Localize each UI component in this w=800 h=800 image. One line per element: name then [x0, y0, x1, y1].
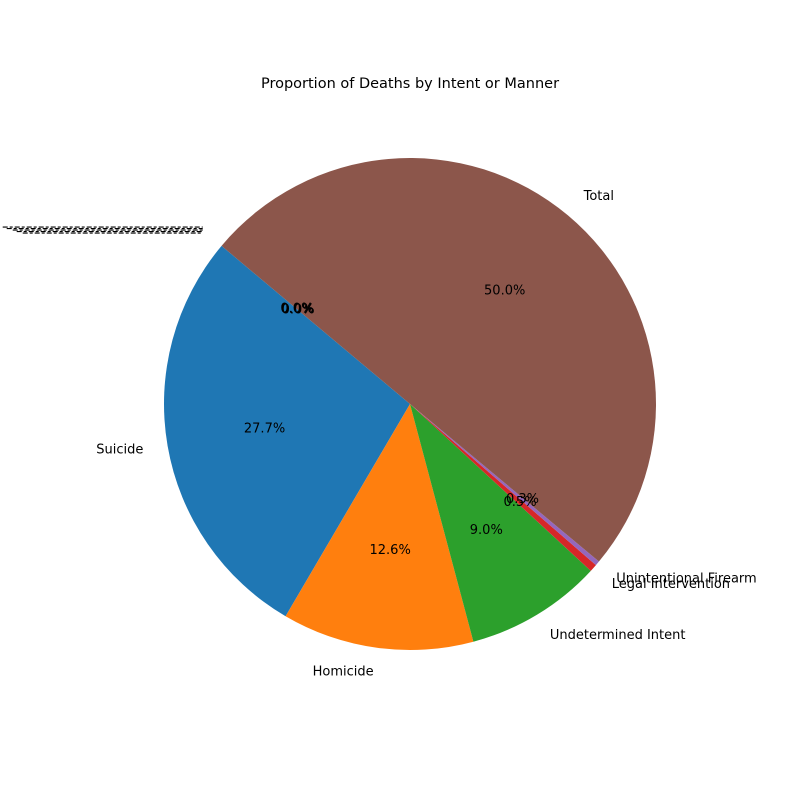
percent-labels: 27.7% 12.6% 9.0%0.5%0.3% 50.0% — [244, 283, 539, 557]
percent-label-suicide: 27.7% — [244, 422, 285, 437]
pie-slice-unintentional-firearm — [410, 404, 599, 566]
pie-slice-homicide — [285, 404, 474, 650]
percent-label-homicide: 12.6% — [370, 543, 411, 558]
slice-label-suicide: Suicide — [96, 443, 143, 458]
chart-title: Proportion of Deaths by Intent or Manner — [261, 76, 559, 92]
slice-label-legal-intervention: Legal Intervention — [612, 577, 730, 592]
overlapping-zero-labels: 0.0%0.0%0.0% — [2, 226, 315, 317]
zero-percent-label: 0.0% — [282, 302, 315, 317]
percent-label-total: 50.0% — [484, 283, 525, 298]
pie-slice-legal-intervention — [410, 404, 596, 571]
pie-slice-undetermined-intent — [410, 404, 591, 642]
percent-label-unintentional-firearm: 0.3% — [506, 492, 539, 507]
percent-label-undetermined-intent: 9.0% — [470, 523, 503, 538]
slice-label-total: Total — [583, 189, 614, 204]
slice-label-undetermined-intent: Undetermined Intent — [550, 628, 686, 643]
percent-label-legal-intervention: 0.5% — [504, 495, 537, 510]
pie-slices — [163, 158, 656, 650]
pie-slice-suicide — [163, 245, 410, 617]
slice-labels: Suicide Homicide Undetermined Intent Legal … — [96, 189, 756, 680]
slice-label-unintentional-firearm: Unintentional Firearm — [616, 572, 757, 587]
pie-slice-total — [221, 158, 656, 562]
zero-percent-label: 0.0% — [280, 302, 313, 317]
slice-label-homicide: Homicide — [313, 665, 374, 680]
zero-percent-label: 0.0% — [281, 302, 314, 317]
